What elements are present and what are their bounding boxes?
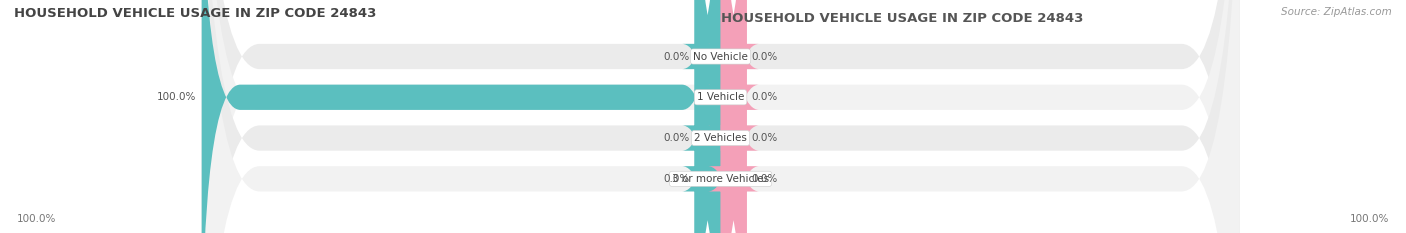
- Text: No Vehicle: No Vehicle: [693, 51, 748, 62]
- FancyBboxPatch shape: [682, 0, 734, 233]
- FancyBboxPatch shape: [682, 0, 734, 233]
- FancyBboxPatch shape: [707, 0, 759, 233]
- FancyBboxPatch shape: [707, 0, 759, 233]
- FancyBboxPatch shape: [201, 0, 1240, 233]
- Text: 1 Vehicle: 1 Vehicle: [697, 92, 744, 102]
- Text: 0.0%: 0.0%: [752, 133, 778, 143]
- Text: 0.0%: 0.0%: [752, 51, 778, 62]
- FancyBboxPatch shape: [201, 0, 721, 233]
- FancyBboxPatch shape: [682, 0, 734, 233]
- Text: 0.0%: 0.0%: [664, 51, 689, 62]
- FancyBboxPatch shape: [707, 0, 759, 233]
- Text: 100.0%: 100.0%: [17, 214, 56, 224]
- Text: Source: ZipAtlas.com: Source: ZipAtlas.com: [1281, 7, 1392, 17]
- Text: 2 Vehicles: 2 Vehicles: [695, 133, 747, 143]
- Text: 3 or more Vehicles: 3 or more Vehicles: [672, 174, 769, 184]
- Text: 0.0%: 0.0%: [752, 174, 778, 184]
- Text: 100.0%: 100.0%: [1350, 214, 1389, 224]
- Text: 0.0%: 0.0%: [752, 92, 778, 102]
- Text: 100.0%: 100.0%: [157, 92, 197, 102]
- Text: 0.0%: 0.0%: [664, 174, 689, 184]
- Text: HOUSEHOLD VEHICLE USAGE IN ZIP CODE 24843: HOUSEHOLD VEHICLE USAGE IN ZIP CODE 2484…: [14, 7, 377, 20]
- FancyBboxPatch shape: [201, 0, 1240, 233]
- FancyBboxPatch shape: [707, 0, 759, 233]
- FancyBboxPatch shape: [201, 0, 1240, 233]
- FancyBboxPatch shape: [201, 0, 1240, 233]
- Text: 0.0%: 0.0%: [664, 133, 689, 143]
- Text: HOUSEHOLD VEHICLE USAGE IN ZIP CODE 24843: HOUSEHOLD VEHICLE USAGE IN ZIP CODE 2484…: [721, 12, 1083, 25]
